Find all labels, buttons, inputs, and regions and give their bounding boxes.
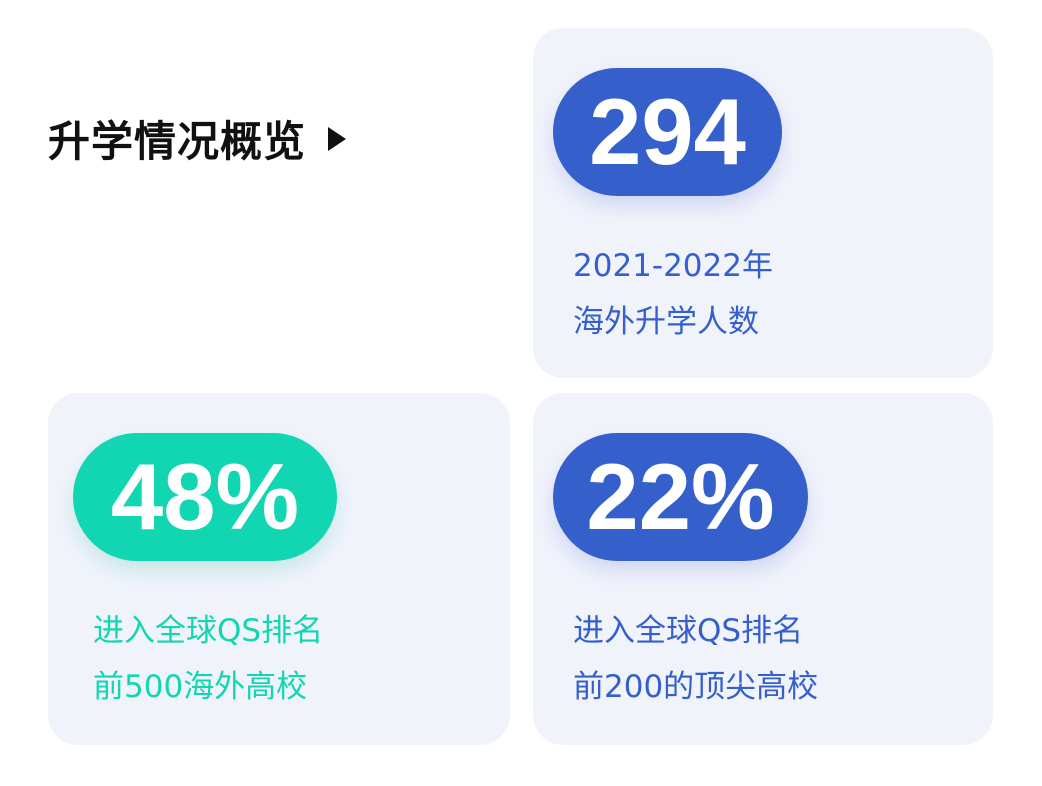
desc-line: 海外升学人数: [573, 304, 759, 340]
stat-value-pill: 22%: [553, 433, 808, 561]
stat-value-pill: 294: [553, 68, 782, 196]
stat-card-qs200: 22% 进入全球QS排名 前200的顶尖高校: [533, 393, 993, 745]
stat-description: 2021-2022年 海外升学人数: [573, 238, 773, 350]
page-title: 升学情况概览: [48, 108, 347, 169]
desc-line: 前500海外高校: [93, 669, 308, 705]
desc-line: 进入全球QS排名: [93, 613, 324, 649]
desc-line: 2021-2022年: [573, 248, 773, 284]
stat-value-pill: 48%: [73, 433, 337, 561]
stat-description: 进入全球QS排名 前200的顶尖高校: [573, 603, 818, 715]
desc-line: 进入全球QS排名: [573, 613, 804, 649]
desc-line: 前200的顶尖高校: [573, 669, 819, 705]
stat-card-qs500: 48% 进入全球QS排名 前500海外高校: [48, 393, 510, 745]
triangle-right-icon: [328, 126, 347, 151]
stat-description: 进入全球QS排名 前500海外高校: [93, 603, 323, 715]
title-text: 升学情况概览: [48, 117, 307, 166]
stat-card-overseas-count: 294 2021-2022年 海外升学人数: [533, 28, 993, 378]
